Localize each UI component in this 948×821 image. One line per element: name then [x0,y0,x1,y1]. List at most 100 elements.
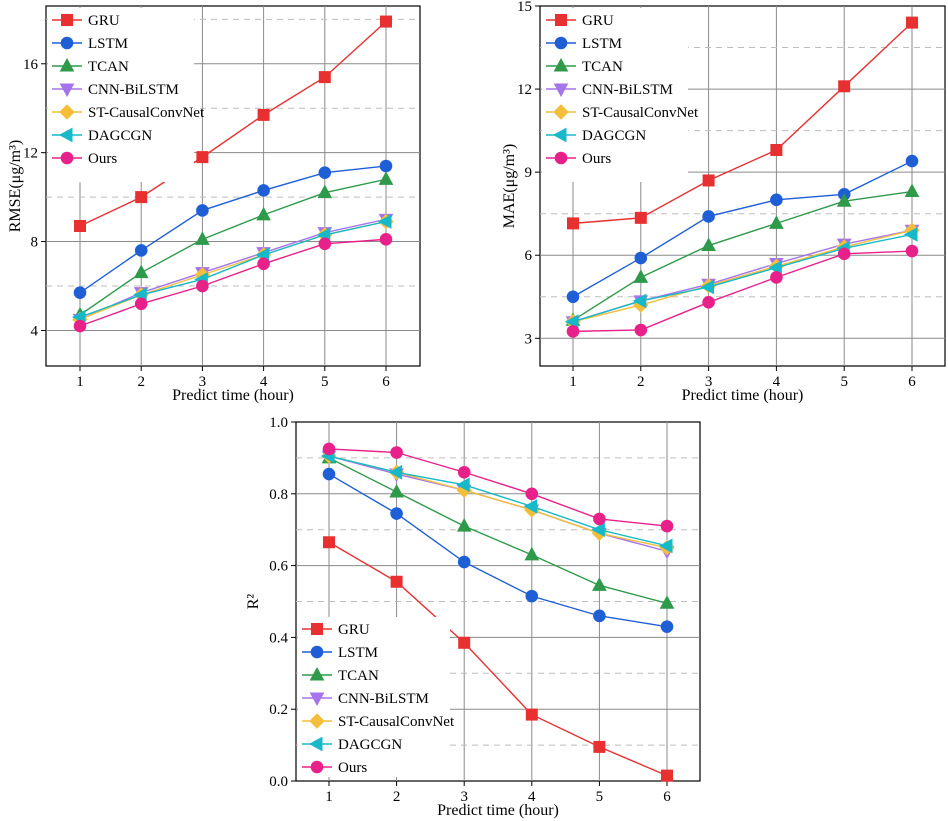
series-ours [566,244,919,338]
y-axis-label: MAE(μg/m³) [501,144,518,228]
data-point [661,769,673,782]
legend-item: TCAN [302,666,379,684]
data-point [836,193,852,207]
x-tick-label: 3 [199,374,207,390]
x-tick-label: 3 [460,789,468,805]
data-point [458,636,471,649]
legend-item: LSTM [546,36,622,52]
data-point [318,71,331,84]
x-tick-label: 5 [840,374,848,390]
series-lstm [73,159,393,299]
data-point [593,609,606,623]
legend-item: TCAN [52,57,129,75]
series-line [79,178,387,316]
x-tick-label: 1 [76,374,84,390]
data-point [564,314,579,330]
data-point [660,620,674,633]
x-tick-label: 2 [637,374,645,390]
x-tick-label: 2 [393,789,401,805]
data-point [322,442,336,456]
data-point [456,477,470,493]
series-gru [74,15,392,232]
series-line [572,233,913,323]
series-tcan [565,183,920,326]
data-point [380,15,392,28]
data-point [592,577,607,591]
legend-background [48,8,194,182]
data-point [457,555,471,569]
legend-item: CNN-BiLSTM [52,82,179,98]
legend-background [542,8,688,182]
data-point [196,204,209,217]
data-point [658,538,673,554]
data-point [700,279,715,295]
series-line [328,448,668,527]
x-tick-label: 1 [569,374,577,390]
legend-marker [60,36,74,50]
legend-label: TCAN [582,59,623,75]
x-tick-label: 6 [663,789,671,805]
legend-marker [309,666,325,681]
legend-marker [59,83,75,98]
y-tick-label: 12 [23,146,38,162]
data-point [770,144,783,156]
legend-label: LSTM [88,36,128,52]
series-gru [567,16,918,230]
legend-label: Ours [582,151,611,167]
series-gru [323,536,673,782]
data-point [768,260,782,276]
legend-item: ST-CausalConvNet [52,104,205,121]
series-line [572,160,913,298]
data-point [457,465,471,479]
legend-marker [555,14,567,26]
data-point [702,210,715,223]
legend-marker [311,623,323,635]
series-line [79,238,387,327]
data-point [257,184,270,197]
x-tick-label: 4 [528,789,536,805]
data-point [73,319,87,333]
data-point [196,151,209,164]
data-point [323,536,335,549]
series-line [79,218,387,320]
series-line [328,455,668,547]
legend-label: ST-CausalConvNet [88,105,205,121]
y-tick-label: 0.2 [269,702,288,718]
y-tick-label: 0.0 [269,774,288,790]
x-tick-label: 6 [908,374,916,390]
data-point [659,595,675,609]
legend-label: DAGCGN [582,128,646,144]
data-point [633,269,649,283]
data-point [632,293,647,309]
legend-marker [553,57,569,72]
series-line [79,165,387,294]
data-point [389,483,404,498]
legend-marker [308,736,323,752]
data-point [906,16,918,29]
data-point [770,271,783,284]
data-point [318,237,332,251]
y-tick-label: 4 [31,323,39,339]
legend-item: ST-CausalConvNet [302,713,455,730]
series-line [328,541,668,777]
data-point [525,708,538,721]
legend-label: Ours [338,760,367,776]
x-axis-label: Predict time (hour) [172,387,294,404]
legend: GRU LSTM TCAN CNN-BiLSTM ST-CausalConvNet DAG… [298,617,455,777]
legend-marker [60,151,74,165]
legend-marker [309,692,325,707]
legend-item: GRU [52,13,120,29]
y-tick-label: 3 [525,331,533,347]
data-point [322,467,336,481]
legend-label: DAGCGN [338,737,402,753]
legend: GRU LSTM TCAN CNN-BiLSTM ST-CausalConvNet DAG… [542,8,699,182]
x-tick-label: 4 [773,374,781,390]
legend-item: Ours [52,151,117,167]
x-axis-label: Predict time (hour) [437,802,559,819]
legend-marker [310,645,324,659]
data-point [378,171,394,185]
data-point [769,215,784,229]
data-point [257,257,270,271]
y-tick-label: 0.4 [269,630,288,646]
legend-label: DAGCGN [88,128,152,144]
